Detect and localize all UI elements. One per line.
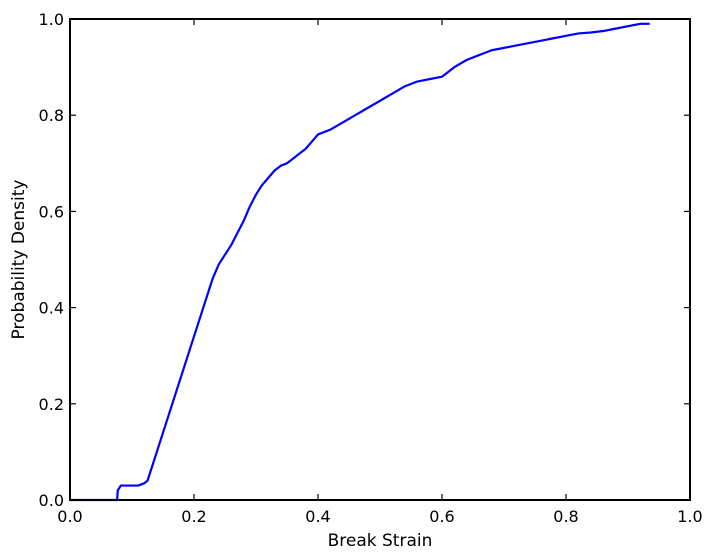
x-tick-labels: 0.0 0.2 0.4 0.6 0.8 1.0	[57, 507, 702, 526]
x-tick-label: 0.4	[305, 507, 330, 526]
x-tick-label: 0.0	[57, 507, 82, 526]
y-tick-label: 0.6	[39, 202, 64, 221]
y-tick-label: 1.0	[39, 10, 64, 29]
y-tick-label: 0.2	[39, 395, 64, 414]
y-tick-label: 0.8	[39, 106, 64, 125]
plot-frame	[69, 18, 691, 501]
x-tick-label: 0.6	[429, 507, 454, 526]
y-tick-label: 0.0	[39, 491, 64, 510]
y-axis-label: Probability Density	[9, 180, 29, 340]
x-tick-label: 0.2	[181, 507, 206, 526]
y-tick-labels: 0.0 0.2 0.4 0.6 0.8 1.0	[39, 10, 64, 510]
cdf-line	[70, 22, 650, 502]
tick-marks	[69, 18, 691, 501]
x-tick-label: 0.8	[553, 507, 578, 526]
x-tick-label: 1.0	[677, 507, 702, 526]
x-axis-label: Break Strain	[328, 531, 433, 551]
y-tick-label: 0.4	[39, 299, 64, 318]
